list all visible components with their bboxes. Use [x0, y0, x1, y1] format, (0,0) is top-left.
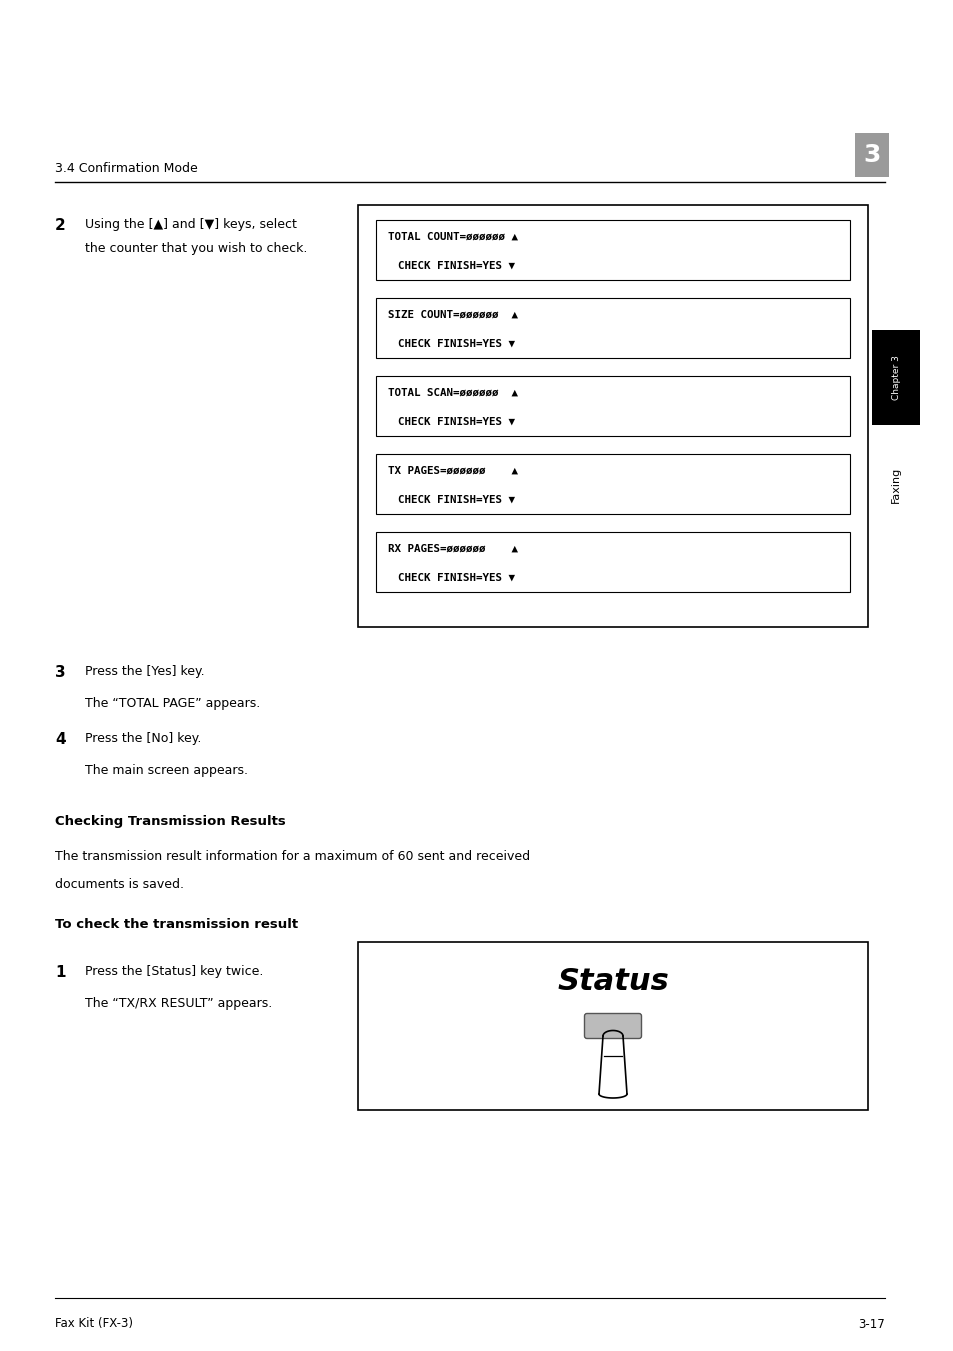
Text: CHECK FINISH=YES ▼: CHECK FINISH=YES ▼	[397, 261, 515, 272]
FancyBboxPatch shape	[854, 132, 888, 177]
Text: 3: 3	[862, 143, 880, 168]
Text: Press the [Yes] key.: Press the [Yes] key.	[85, 665, 204, 678]
Text: The main screen appears.: The main screen appears.	[85, 765, 248, 777]
Text: CHECK FINISH=YES ▼: CHECK FINISH=YES ▼	[397, 573, 515, 584]
FancyBboxPatch shape	[357, 205, 867, 627]
FancyBboxPatch shape	[584, 1013, 640, 1039]
Text: Using the [▲] and [▼] keys, select: Using the [▲] and [▼] keys, select	[85, 218, 296, 231]
Text: Checking Transmission Results: Checking Transmission Results	[55, 815, 286, 828]
Text: Press the [Status] key twice.: Press the [Status] key twice.	[85, 965, 263, 978]
Text: TOTAL SCAN=øøøøøø  ▲: TOTAL SCAN=øøøøøø ▲	[388, 388, 517, 399]
Text: SIZE COUNT=øøøøøø  ▲: SIZE COUNT=øøøøøø ▲	[388, 309, 517, 320]
Text: TX PAGES=øøøøøø    ▲: TX PAGES=øøøøøø ▲	[388, 466, 517, 476]
Text: Fax Kit (FX-3): Fax Kit (FX-3)	[55, 1317, 132, 1331]
FancyBboxPatch shape	[375, 454, 849, 513]
Text: The “TX/RX RESULT” appears.: The “TX/RX RESULT” appears.	[85, 997, 272, 1011]
Text: CHECK FINISH=YES ▼: CHECK FINISH=YES ▼	[397, 339, 515, 349]
FancyBboxPatch shape	[357, 942, 867, 1111]
FancyBboxPatch shape	[375, 376, 849, 436]
Text: 3.4 Confirmation Mode: 3.4 Confirmation Mode	[55, 162, 197, 174]
FancyBboxPatch shape	[871, 330, 919, 426]
FancyBboxPatch shape	[375, 299, 849, 358]
Text: Press the [No] key.: Press the [No] key.	[85, 732, 201, 744]
Text: The “TOTAL PAGE” appears.: The “TOTAL PAGE” appears.	[85, 697, 260, 711]
Text: Faxing: Faxing	[890, 467, 900, 503]
Text: The transmission result information for a maximum of 60 sent and received: The transmission result information for …	[55, 850, 530, 863]
Text: 3-17: 3-17	[858, 1317, 884, 1331]
Text: the counter that you wish to check.: the counter that you wish to check.	[85, 242, 307, 255]
Text: 3: 3	[55, 665, 66, 680]
Text: 1: 1	[55, 965, 66, 979]
Text: To check the transmission result: To check the transmission result	[55, 917, 297, 931]
FancyBboxPatch shape	[375, 532, 849, 592]
Text: TOTAL COUNT=øøøøøø ▲: TOTAL COUNT=øøøøøø ▲	[388, 232, 517, 242]
Text: RX PAGES=øøøøøø    ▲: RX PAGES=øøøøøø ▲	[388, 544, 517, 554]
FancyBboxPatch shape	[375, 220, 849, 280]
Text: 2: 2	[55, 218, 66, 232]
Text: Chapter 3: Chapter 3	[890, 355, 900, 400]
Text: CHECK FINISH=YES ▼: CHECK FINISH=YES ▼	[397, 417, 515, 427]
Text: CHECK FINISH=YES ▼: CHECK FINISH=YES ▼	[397, 494, 515, 505]
Text: Status: Status	[557, 967, 668, 997]
Text: documents is saved.: documents is saved.	[55, 878, 184, 892]
Text: 4: 4	[55, 732, 66, 747]
